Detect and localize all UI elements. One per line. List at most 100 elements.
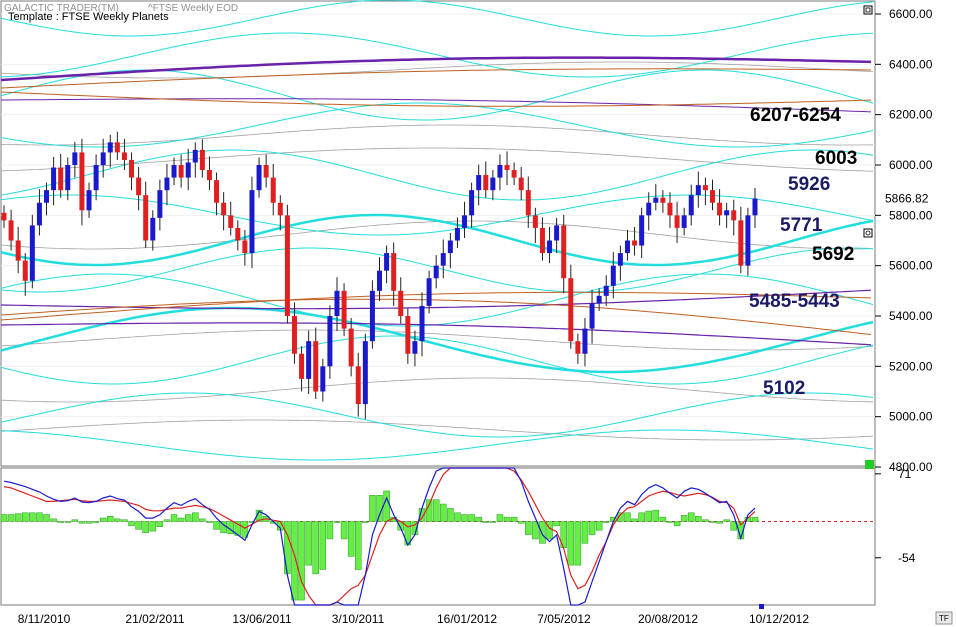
candle-body [157,190,163,218]
macd-histogram-bar [468,514,475,522]
macd-histogram-bar [135,521,142,530]
candle-body [596,295,602,304]
candle-body [709,190,715,203]
macd-histogram-bar [199,518,206,522]
candle-body [752,198,758,216]
macd-histogram-bar [7,514,15,522]
candle-body [164,177,170,191]
price-candles [1,131,758,420]
candle-body [398,290,404,316]
candle-body [412,341,418,354]
candle-body [624,240,630,254]
macd-histogram-bar [284,521,291,575]
macd-histogram-bar [432,499,440,522]
price-axis-label: 5200.00 [889,359,933,373]
candle-body [178,164,184,178]
macd-histogram-bar [369,495,376,522]
macd-histogram-bar [461,514,468,522]
macd-histogram-bar [0,514,8,522]
macd-line [3,467,756,606]
candle-body [497,164,503,178]
macd-histogram-bar [503,516,511,522]
candle-body [695,185,701,196]
planet-line-cyan [0,429,874,461]
price-level-annotation: 5771 [780,215,823,236]
macd-histogram-bar [22,512,29,522]
price-cursor-dot-icon [865,230,871,236]
candle-body [121,152,127,160]
macd-histogram-bar [57,521,64,523]
green-marker-icon [865,460,874,469]
candle-body [639,215,645,246]
date-axis-label: 20/08/2012 [638,612,698,626]
candle-body [589,303,595,329]
candle-body [185,162,191,178]
scroll-marker-icon[interactable] [759,604,764,609]
candle-body [256,164,262,191]
macd-histogram-bar [71,519,79,522]
macd-histogram-bar [142,521,149,534]
price-level-annotation: 5692 [812,244,854,265]
planet-line-purple-thick [0,56,872,82]
candle-body [717,202,723,216]
macd-histogram-bar [751,516,759,522]
candle-body [575,341,581,354]
candle-body [603,285,609,296]
macd-histogram-bar [255,509,263,522]
macd-histogram-bar [326,521,334,540]
candle-body [532,215,538,228]
macd-histogram-bar [340,521,348,540]
macd-histogram-bar [64,521,72,523]
macd-histogram-bar [78,521,86,524]
candle-body [228,215,234,228]
macd-histogram-bar [695,516,702,522]
macd-histogram-bar [744,516,752,522]
candle-body [490,177,496,191]
candle-body [702,185,708,191]
price-level-annotation: 6207-6254 [750,105,841,126]
macd-histogram-bar [631,518,638,522]
price-cursor-icon[interactable] [863,228,873,238]
candle-body [171,164,177,178]
macd-histogram-bar [581,521,589,544]
macd-histogram-bar [546,521,553,540]
candle-body [405,315,411,354]
candle-body [617,253,623,266]
macd-histogram-bar [595,521,603,531]
macd-histogram-bar [489,521,497,523]
planet-line-brown [0,91,872,107]
candle-body [270,177,276,203]
macd-histogram-bar [107,516,114,522]
candle-body [362,341,368,405]
macd-histogram-bar [539,521,546,544]
macd-histogram-bar [163,519,171,522]
panel-maximize-icon[interactable] [863,5,873,15]
price-annotations: 6207-6254 6003 5926 5771 5692 5485-5443 5102 [749,105,857,399]
candle-body [667,202,673,216]
macd-histogram-bar [723,519,730,522]
candle-body [738,220,744,266]
macd-histogram-bar [673,521,681,527]
tf-button[interactable] [935,611,953,625]
candle-body [93,164,99,191]
macd-histogram-bar [517,521,525,524]
candle-body [511,170,517,178]
macd-histogram-bar [362,521,369,523]
candle-body [51,167,57,191]
candle-body [610,265,616,286]
candle-body [660,197,666,203]
macd-content [0,467,875,606]
candle-body [221,202,227,216]
candle-body [483,175,489,191]
macd-histogram-bar [567,521,575,566]
candle-body [313,341,319,392]
macd-panel-frame [0,467,876,606]
macd-histogram-bar [36,512,43,522]
price-axis-label: 6200.00 [889,108,933,122]
candle-body [454,227,460,241]
candle-body [504,164,510,171]
price-level-annotation: 6003 [815,148,857,169]
macd-axis-label: 71 [898,467,912,481]
candle-body [554,225,560,241]
macd-histogram-bar [170,514,178,522]
